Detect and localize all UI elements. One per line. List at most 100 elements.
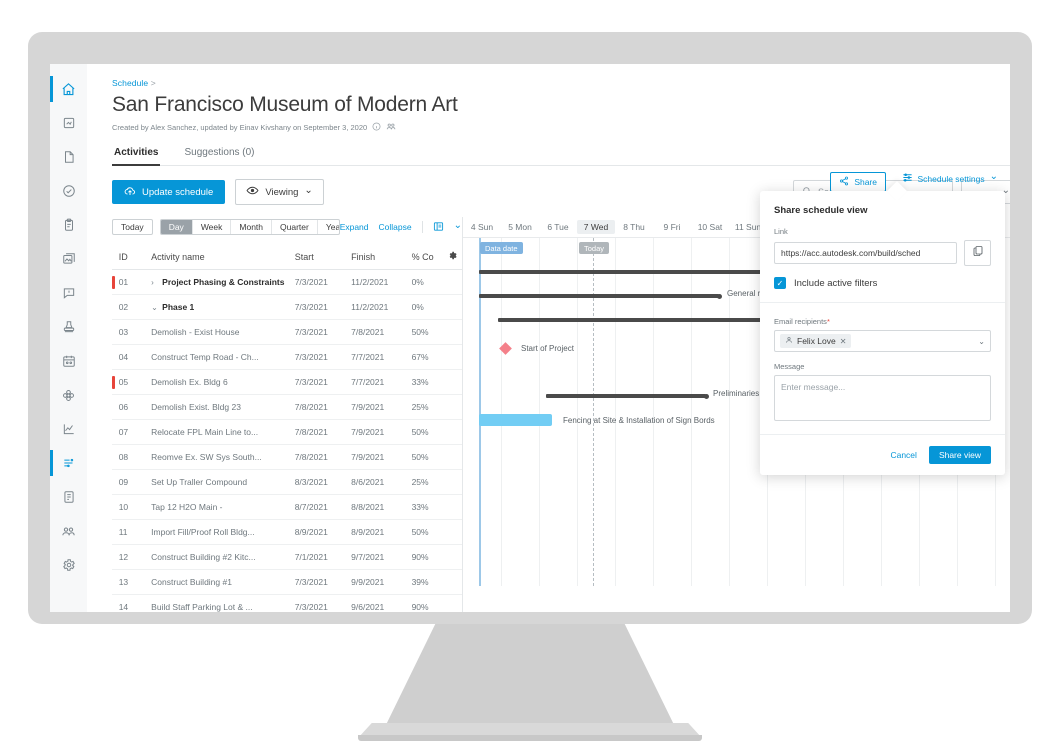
row-finish: 7/7/2021 xyxy=(351,344,412,370)
table-row[interactable]: 03 Demolish - Exist House 7/3/2021 7/8/2021… xyxy=(112,319,462,345)
row-end-cell xyxy=(448,519,462,545)
today-chip: Today xyxy=(579,242,610,254)
table-row[interactable]: 07 Relocate FPL Main Line to... 7/8/2021 7/… xyxy=(112,419,462,445)
table-body: 01 › Project Phasing & Constraints 7/3/2021… xyxy=(112,269,462,612)
cancel-button[interactable]: Cancel xyxy=(890,450,917,460)
share-view-button[interactable]: Share view xyxy=(928,446,991,464)
rail-item-settings[interactable] xyxy=(50,548,87,582)
timescale-quarter[interactable]: Quarter xyxy=(272,220,318,234)
table-row[interactable]: 06 Demolish Exist. Bldg 23 7/8/2021 7/9/202… xyxy=(112,394,462,420)
row-finish: 8/6/2021 xyxy=(351,469,412,495)
table-row[interactable]: 11 Import Fill/Proof Roll Bldg... 8/9/2021… xyxy=(112,519,462,545)
timescale-week[interactable]: Week xyxy=(193,220,232,234)
members-avatar-icon[interactable] xyxy=(386,122,397,133)
rail-item-home[interactable] xyxy=(50,72,87,106)
link-label: Link xyxy=(774,227,788,236)
today-button[interactable]: Today xyxy=(112,219,153,235)
gantt-bar-summary-2[interactable] xyxy=(498,318,935,322)
table-row[interactable]: 08 Reomve Ex. SW Sys South... 7/8/2021 7/9/… xyxy=(112,444,462,470)
gantt-bar-fencing[interactable] xyxy=(479,414,552,426)
chevron-down-icon[interactable]: ⌄ xyxy=(978,336,985,346)
row-id: 03 xyxy=(118,319,152,345)
table-row[interactable]: 01 › Project Phasing & Constraints 7/3/2021… xyxy=(112,269,462,295)
tab-bar: Activities Suggestions (0) xyxy=(112,147,1010,166)
table-row[interactable]: 13 Construct Building #1 7/3/2021 9/9/2021 3… xyxy=(112,569,462,595)
viewing-mode-button[interactable]: Viewing ⌄ xyxy=(235,179,324,205)
update-schedule-label: Update schedule xyxy=(142,186,214,198)
calendar-meetings-icon xyxy=(62,354,76,368)
rail-item-schedule[interactable] xyxy=(50,446,87,480)
gantt-gridline xyxy=(501,238,502,586)
table-row[interactable]: 12 Construct Building #2 Kitc... 7/1/2021 9… xyxy=(112,544,462,570)
breadcrumb[interactable]: Schedule > xyxy=(112,78,1010,88)
table-row[interactable]: 09 Set Up Traller Compound 8/3/2021 8/6/202… xyxy=(112,469,462,495)
rail-item-forms[interactable] xyxy=(50,480,87,514)
gantt-bar-general[interactable] xyxy=(479,294,719,298)
message-textarea[interactable]: Enter message... xyxy=(774,375,991,421)
row-percent: 33% xyxy=(411,494,449,520)
rail-item-issues[interactable] xyxy=(50,276,87,310)
row-finish: 7/9/2021 xyxy=(351,444,412,470)
table-row[interactable]: 02 ⌄ Phase 1 7/3/2021 11/2/2021 0% xyxy=(112,294,462,320)
rail-item-members[interactable] xyxy=(50,514,87,548)
gantt-bar-summary-1[interactable] xyxy=(479,270,935,274)
rail-item-assets[interactable] xyxy=(50,378,87,412)
row-start: 7/8/2021 xyxy=(294,394,352,420)
list-view-icon[interactable] xyxy=(433,221,444,234)
tab-activities[interactable]: Activities xyxy=(112,147,161,166)
share-schedule-popover: Share schedule view Link https://acc.aut… xyxy=(760,181,1005,475)
popover-link-section: Share schedule view Link https://acc.aut… xyxy=(760,191,1005,303)
rail-item-insights-chart[interactable] xyxy=(50,412,87,446)
rail-item-clipboard[interactable] xyxy=(50,208,87,242)
recipient-chip[interactable]: Felix Love ✕ xyxy=(780,334,852,348)
share-link-input[interactable]: https://acc.autodesk.com/build/sched xyxy=(774,242,957,264)
gantt-bar-preliminaries[interactable] xyxy=(546,394,706,398)
include-active-filters-checkbox[interactable]: ✓ xyxy=(774,277,786,289)
gantt-bar-label-general: General re xyxy=(727,289,765,298)
rail-item-document[interactable] xyxy=(50,140,87,174)
table-row[interactable]: 05 Demolish Ex. Bldg 6 7/3/2021 7/7/2021 33% xyxy=(112,369,462,395)
rail-item-meetings[interactable] xyxy=(50,344,87,378)
row-start: 8/3/2021 xyxy=(294,469,352,495)
table-row[interactable]: 14 Build Staff Parking Lot & ... 7/3/2021 9… xyxy=(112,594,462,612)
expand-caret-icon[interactable]: › xyxy=(151,278,154,287)
share-button[interactable]: Share xyxy=(830,172,886,192)
schedule-settings-button[interactable]: Schedule settings ⌄ xyxy=(902,171,998,185)
row-activity-name-text: Relocate FPL Main Line to... xyxy=(151,427,259,437)
timescale-day[interactable]: Day xyxy=(160,220,193,234)
row-end-cell xyxy=(448,419,462,445)
rail-item-photos[interactable] xyxy=(50,242,87,276)
table-row[interactable]: 10 Tap 12 H2O Main - 8/7/2021 8/8/2021 33% xyxy=(112,494,462,520)
email-recipients-field[interactable]: Felix Love ✕ ⌄ xyxy=(774,330,991,352)
expand-link[interactable]: Expand xyxy=(339,222,369,232)
gantt-date-cell: 4 Sun xyxy=(470,222,494,232)
link-row: https://acc.autodesk.com/build/sched xyxy=(774,240,991,266)
table-row[interactable]: 04 Construct Temp Road - Ch... 7/3/2021 7/7… xyxy=(112,344,462,370)
expand-caret-icon[interactable]: ⌄ xyxy=(151,303,158,312)
rail-item-insight[interactable] xyxy=(50,106,87,140)
row-end-cell xyxy=(448,294,462,320)
collapse-link[interactable]: Collapse xyxy=(378,222,412,232)
close-icon[interactable]: ✕ xyxy=(839,336,847,346)
rail-item-checkmark[interactable] xyxy=(50,174,87,208)
rail-item-stamp[interactable] xyxy=(50,310,87,344)
include-filters-row[interactable]: ✓ Include active filters xyxy=(774,277,991,289)
tab-suggestions[interactable]: Suggestions (0) xyxy=(184,147,255,158)
copy-link-button[interactable] xyxy=(964,240,991,266)
row-percent: 25% xyxy=(411,469,449,495)
insight-icon xyxy=(62,116,76,130)
data-date-chip: Data date xyxy=(480,242,523,254)
message-label: Message xyxy=(774,362,805,371)
breadcrumb-root[interactable]: Schedule xyxy=(112,78,149,88)
row-finish: 7/7/2021 xyxy=(351,369,412,395)
timescale-month[interactable]: Month xyxy=(231,220,273,234)
row-start: 8/7/2021 xyxy=(294,494,352,520)
timescale-year[interactable]: Year xyxy=(325,222,339,232)
update-schedule-button[interactable]: Update schedule xyxy=(112,180,226,204)
row-activity-name: › Project Phasing & Constraints xyxy=(151,269,295,295)
info-icon[interactable] xyxy=(372,122,381,133)
column-settings-gear-icon[interactable] xyxy=(448,245,462,270)
chevron-down-icon[interactable]: ⌄ xyxy=(453,219,462,231)
row-id: 01 xyxy=(118,269,152,295)
